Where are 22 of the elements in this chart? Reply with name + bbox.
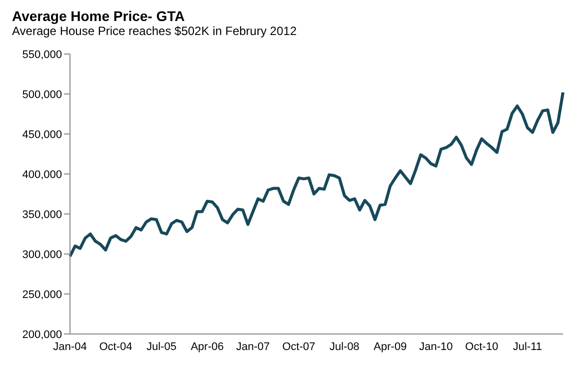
y-tick-label: 450,000 [22, 128, 62, 141]
y-tick-label: 500,000 [22, 88, 62, 101]
x-tick-label: Jan-04 [53, 340, 87, 353]
y-tick-label: 350,000 [22, 208, 62, 221]
chart-subtitle: Average House Price reaches $502K in Februry 2012 [11, 24, 298, 38]
x-tick-label: Jul-11 [512, 340, 542, 353]
y-tick-label: 200,000 [22, 328, 62, 341]
x-tick-label: Jan-07 [236, 340, 270, 353]
x-tick-label: Oct-10 [465, 340, 498, 353]
x-tick-label: Oct-07 [282, 340, 316, 353]
x-tick-label: Oct-04 [99, 340, 132, 353]
x-tick-label: Jan-10 [419, 340, 453, 353]
y-tick-label: 250,000 [22, 288, 62, 301]
line-series [68, 90, 564, 258]
x-tick-label: Jul-08 [329, 340, 360, 353]
chart-title: Average Home Price- GTA [11, 8, 186, 24]
y-tick-label: 400,000 [22, 168, 62, 181]
x-tick-label: Apr-09 [374, 340, 407, 353]
y-tick-label: 550,000 [22, 48, 62, 61]
x-tick-label: Jul-05 [146, 340, 176, 353]
y-tick-label: 300,000 [22, 248, 62, 261]
x-tick-label: Apr-06 [190, 340, 224, 353]
